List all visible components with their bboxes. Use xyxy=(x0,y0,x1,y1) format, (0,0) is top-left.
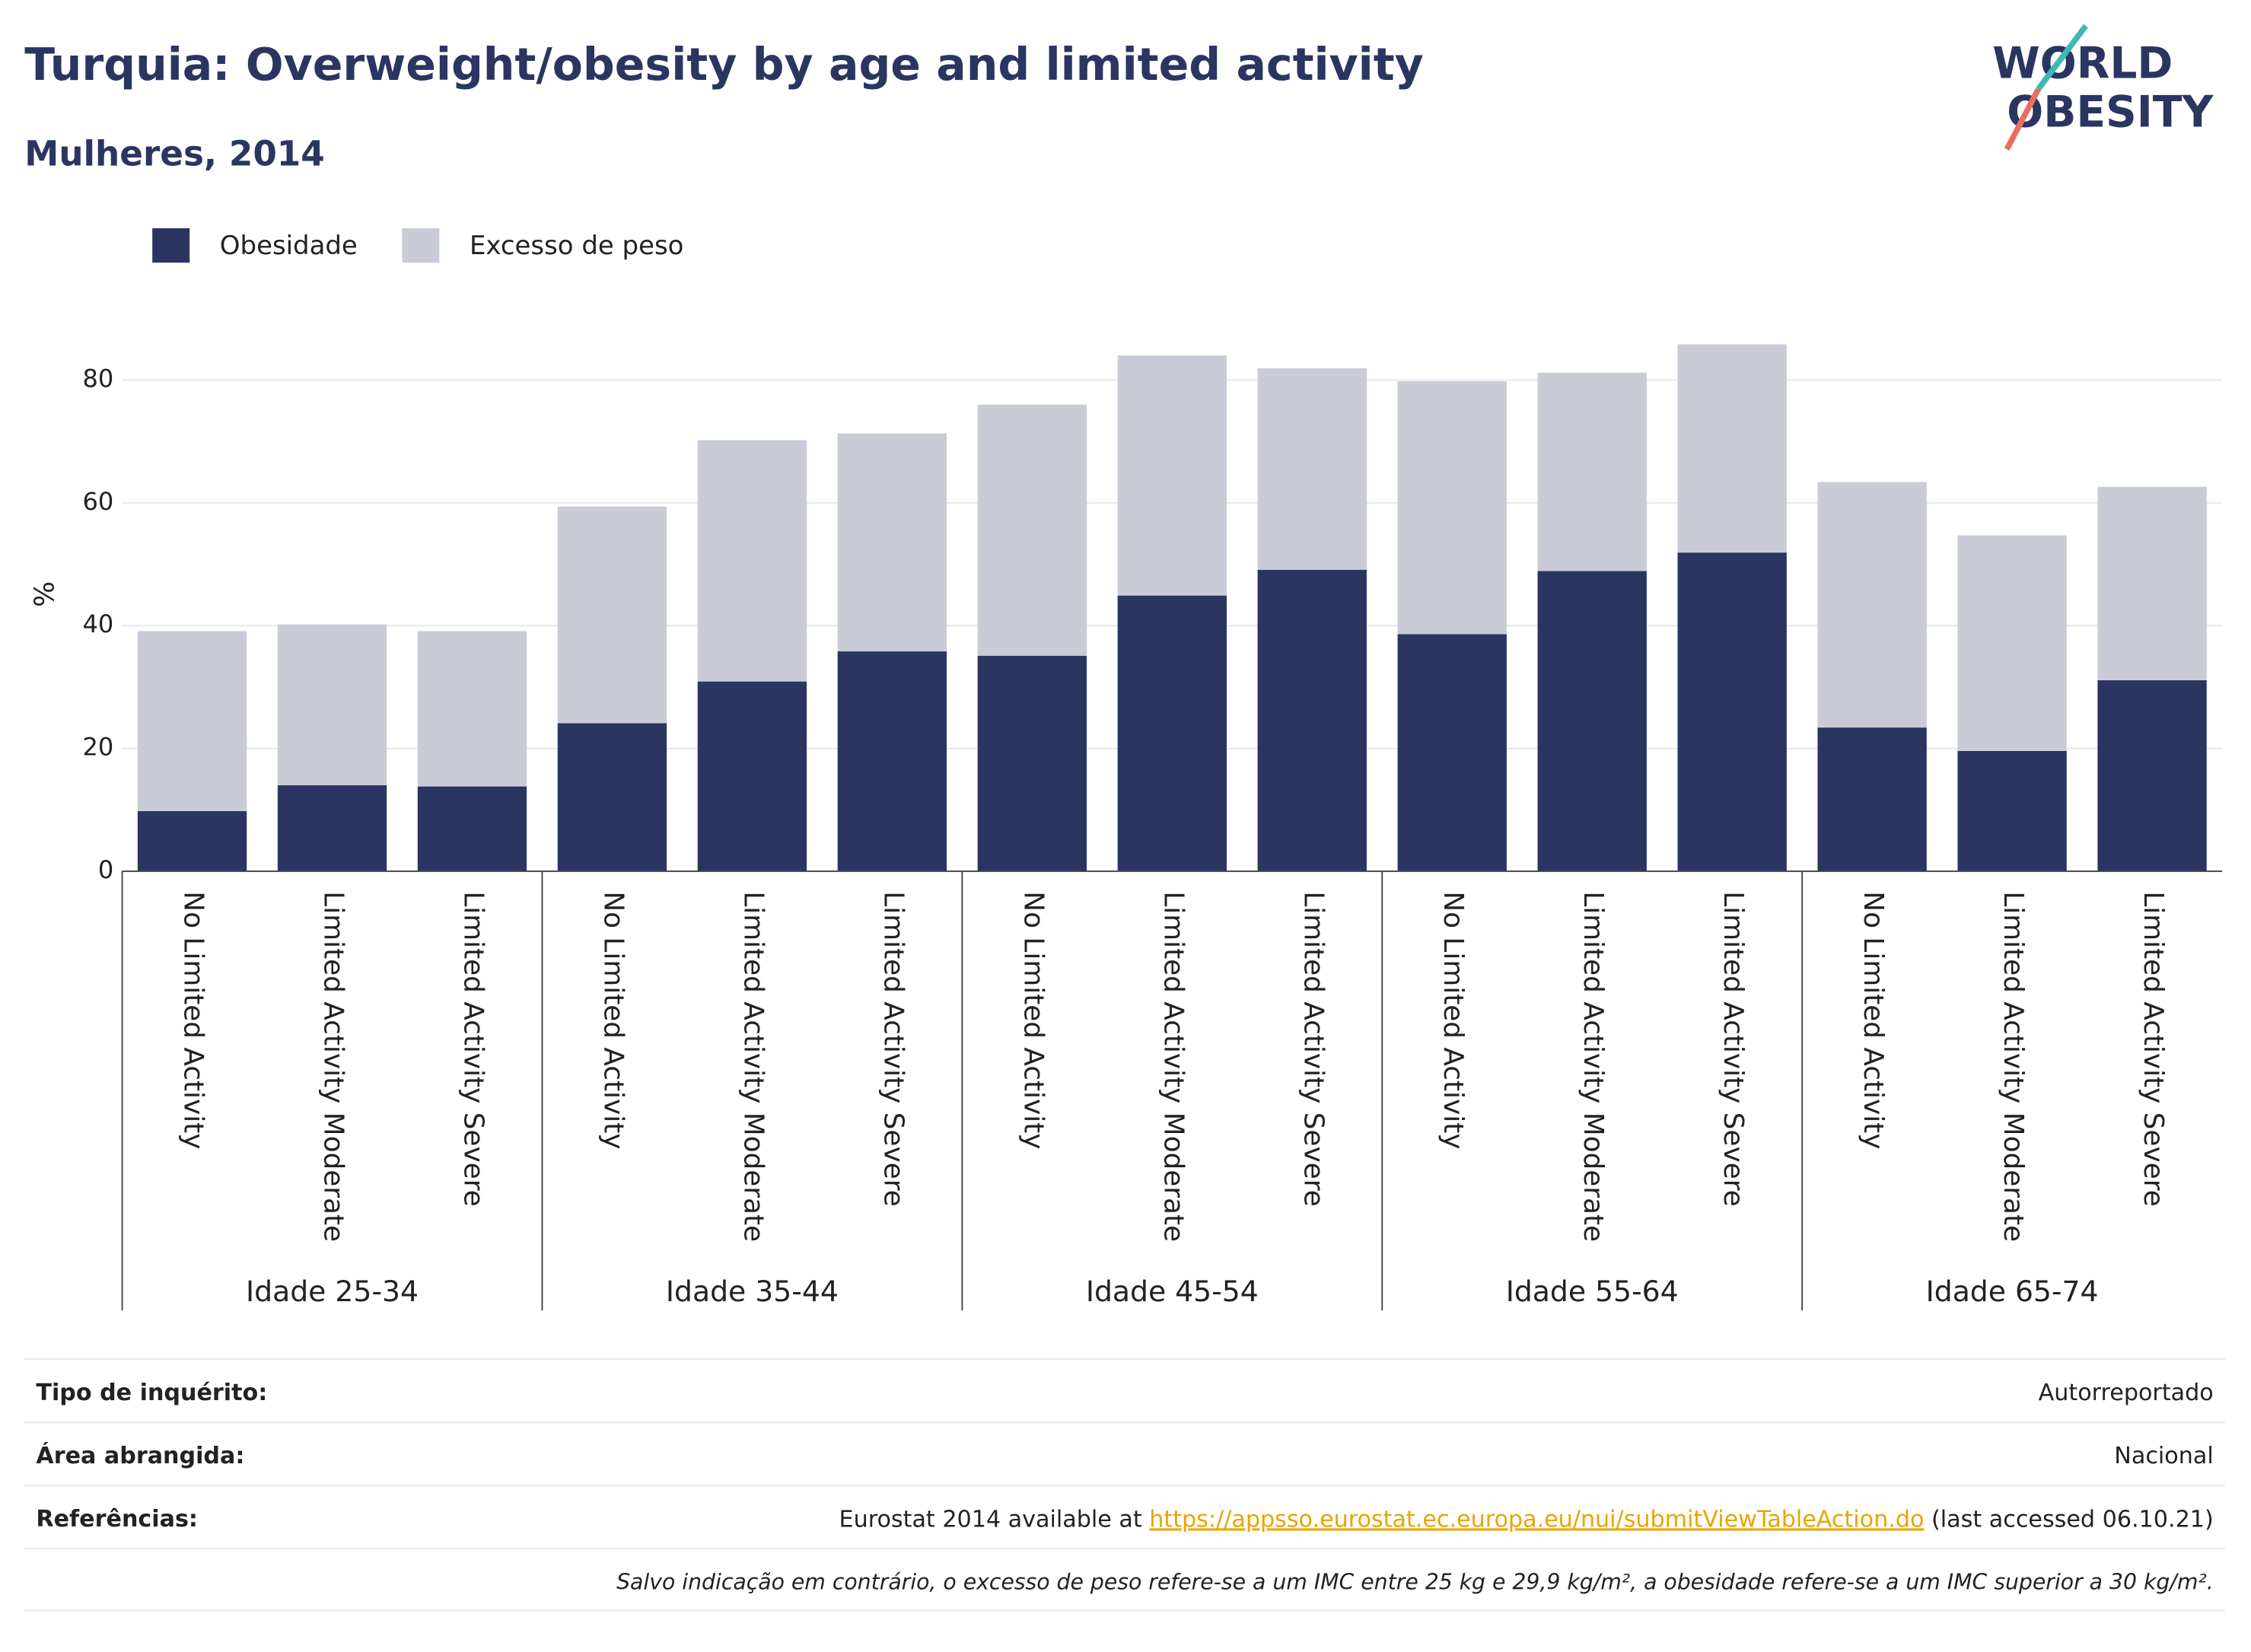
bar-segment xyxy=(137,810,247,871)
chart-subtitle: Mulheres, 2014 xyxy=(24,134,324,174)
reference-text: Eurostat 2014 available at xyxy=(839,1506,1142,1533)
y-tick-label: 0 xyxy=(98,855,113,884)
legend-swatch xyxy=(152,228,190,263)
x-tick-label: Limited Activity Severe xyxy=(877,891,909,1206)
bar-segment xyxy=(1257,368,1367,570)
footer-value: Eurostat 2014 available at https://appss… xyxy=(839,1506,2214,1533)
bar-segment xyxy=(1957,535,2067,751)
bar-segment xyxy=(2097,486,2207,680)
x-tick-label: No Limited Activity xyxy=(1438,891,1469,1149)
bar-segment xyxy=(1677,344,1787,553)
x-tick-label: Limited Activity Severe xyxy=(1297,891,1329,1206)
bar-segment xyxy=(2097,680,2207,871)
bar-segment xyxy=(417,631,527,787)
x-tick-label: Limited Activity Severe xyxy=(457,891,489,1206)
footer-note: Salvo indicação em contrário, o excesso … xyxy=(616,1569,2214,1594)
group-label: Idade 45-54 xyxy=(1086,1275,1259,1308)
x-tick-label: Limited Activity Severe xyxy=(2138,891,2169,1206)
group-label: Idade 35-44 xyxy=(666,1275,839,1308)
legend-label: Excesso de peso xyxy=(470,231,683,261)
x-tick-label: Limited Activity Moderate xyxy=(1578,891,1609,1242)
x-tick-label: No Limited Activity xyxy=(1858,891,1889,1149)
legend-swatch xyxy=(402,228,440,263)
footer-value: Nacional xyxy=(2114,1443,2213,1469)
bar-segment xyxy=(1957,750,2067,871)
x-tick-label: No Limited Activity xyxy=(1017,891,1049,1149)
x-tick-label: Limited Activity Moderate xyxy=(1998,891,2029,1242)
bar-segment xyxy=(557,723,667,871)
bar-segment xyxy=(1117,355,1227,596)
bar-segment xyxy=(557,506,667,724)
y-tick-label: 40 xyxy=(82,610,113,638)
footer-label: Referências: xyxy=(36,1506,198,1533)
group-label: Idade 55-64 xyxy=(1506,1275,1679,1308)
bar-segment xyxy=(697,440,807,682)
logo-text: WORLD xyxy=(1992,38,2173,88)
logo-stroke xyxy=(2004,88,2041,151)
x-tick-label: Limited Activity Moderate xyxy=(737,891,769,1242)
y-tick-label: 20 xyxy=(82,733,113,762)
bar-segment xyxy=(1397,634,1507,871)
reference-text: (last accessed 06.10.21) xyxy=(1931,1506,2214,1533)
bar-segment xyxy=(1397,381,1507,635)
logo-stroke xyxy=(2036,24,2088,91)
bar-segment xyxy=(277,624,387,785)
bar-segment xyxy=(1817,482,1927,728)
group-label: Idade 25-34 xyxy=(246,1275,419,1308)
x-tick-label: No Limited Activity xyxy=(178,891,209,1149)
y-tick-label: 80 xyxy=(82,364,113,393)
bar-segment xyxy=(1537,571,1647,871)
footer-label: Área abrangida: xyxy=(36,1442,244,1469)
bar-segment xyxy=(837,433,947,652)
footer-label: Tipo de inquérito: xyxy=(36,1380,267,1406)
group-label: Idade 65-74 xyxy=(1926,1275,2099,1308)
bar-segment xyxy=(837,651,947,871)
bar-segment xyxy=(417,786,527,871)
bar-segment xyxy=(697,681,807,871)
x-tick-label: Limited Activity Moderate xyxy=(318,891,349,1242)
x-tick-label: Limited Activity Moderate xyxy=(1157,891,1189,1242)
bar-segment xyxy=(1257,569,1367,871)
bar-segment xyxy=(1677,552,1787,871)
chart-title: Turquia: Overweight/obesity by age and l… xyxy=(24,39,1423,91)
bar-segment xyxy=(1537,372,1647,571)
y-tick-label: 60 xyxy=(82,487,113,516)
x-tick-label: Limited Activity Severe xyxy=(1718,891,1749,1206)
legend-label: Obesidade xyxy=(220,231,358,261)
logo-text: OBESITY xyxy=(2007,88,2214,138)
x-tick-label: No Limited Activity xyxy=(597,891,629,1149)
bar-segment xyxy=(977,404,1087,656)
footer-value: Autorreportado xyxy=(2039,1380,2214,1406)
reference-link[interactable]: https://appsso.eurostat.ec.europa.eu/nui… xyxy=(1149,1506,1924,1533)
bar-segment xyxy=(1117,595,1227,871)
bar-segment xyxy=(137,631,247,811)
bar-segment xyxy=(277,785,387,871)
bar-segment xyxy=(1817,727,1927,871)
y-axis-label: % xyxy=(30,581,61,607)
bar-segment xyxy=(977,655,1087,871)
